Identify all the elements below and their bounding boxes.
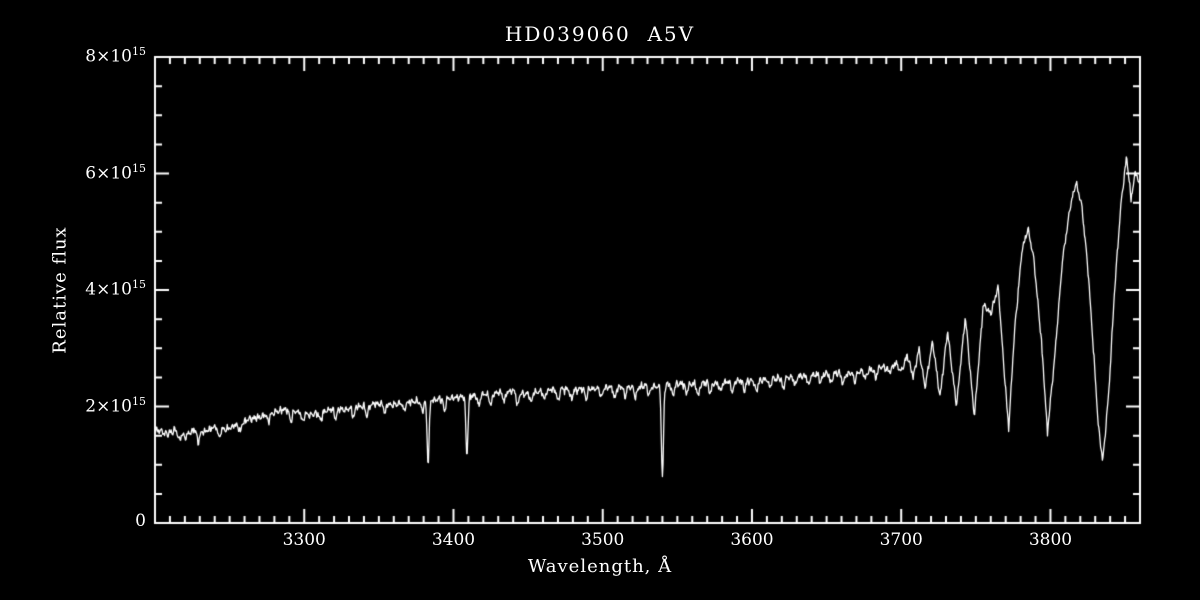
x-tick-label: 3400 <box>431 530 476 550</box>
y-tick-label: 8×1015 <box>85 45 146 67</box>
y-tick-label: 4×1015 <box>85 278 146 300</box>
chart-title: HD039060 A5V <box>504 22 696 46</box>
y-tick-label: 0 <box>135 511 146 531</box>
y-tick-label: 2×1015 <box>85 394 146 417</box>
x-tick-label: 3800 <box>1028 530 1073 550</box>
x-tick-label: 3300 <box>282 530 326 550</box>
x-tick-label: 3700 <box>879 530 923 550</box>
x-axis-label: Wavelength, Å <box>527 556 673 577</box>
x-tick-label: 3500 <box>581 530 625 550</box>
y-tick-label: 6×1015 <box>85 161 146 184</box>
x-tick-label: 3600 <box>730 530 774 550</box>
